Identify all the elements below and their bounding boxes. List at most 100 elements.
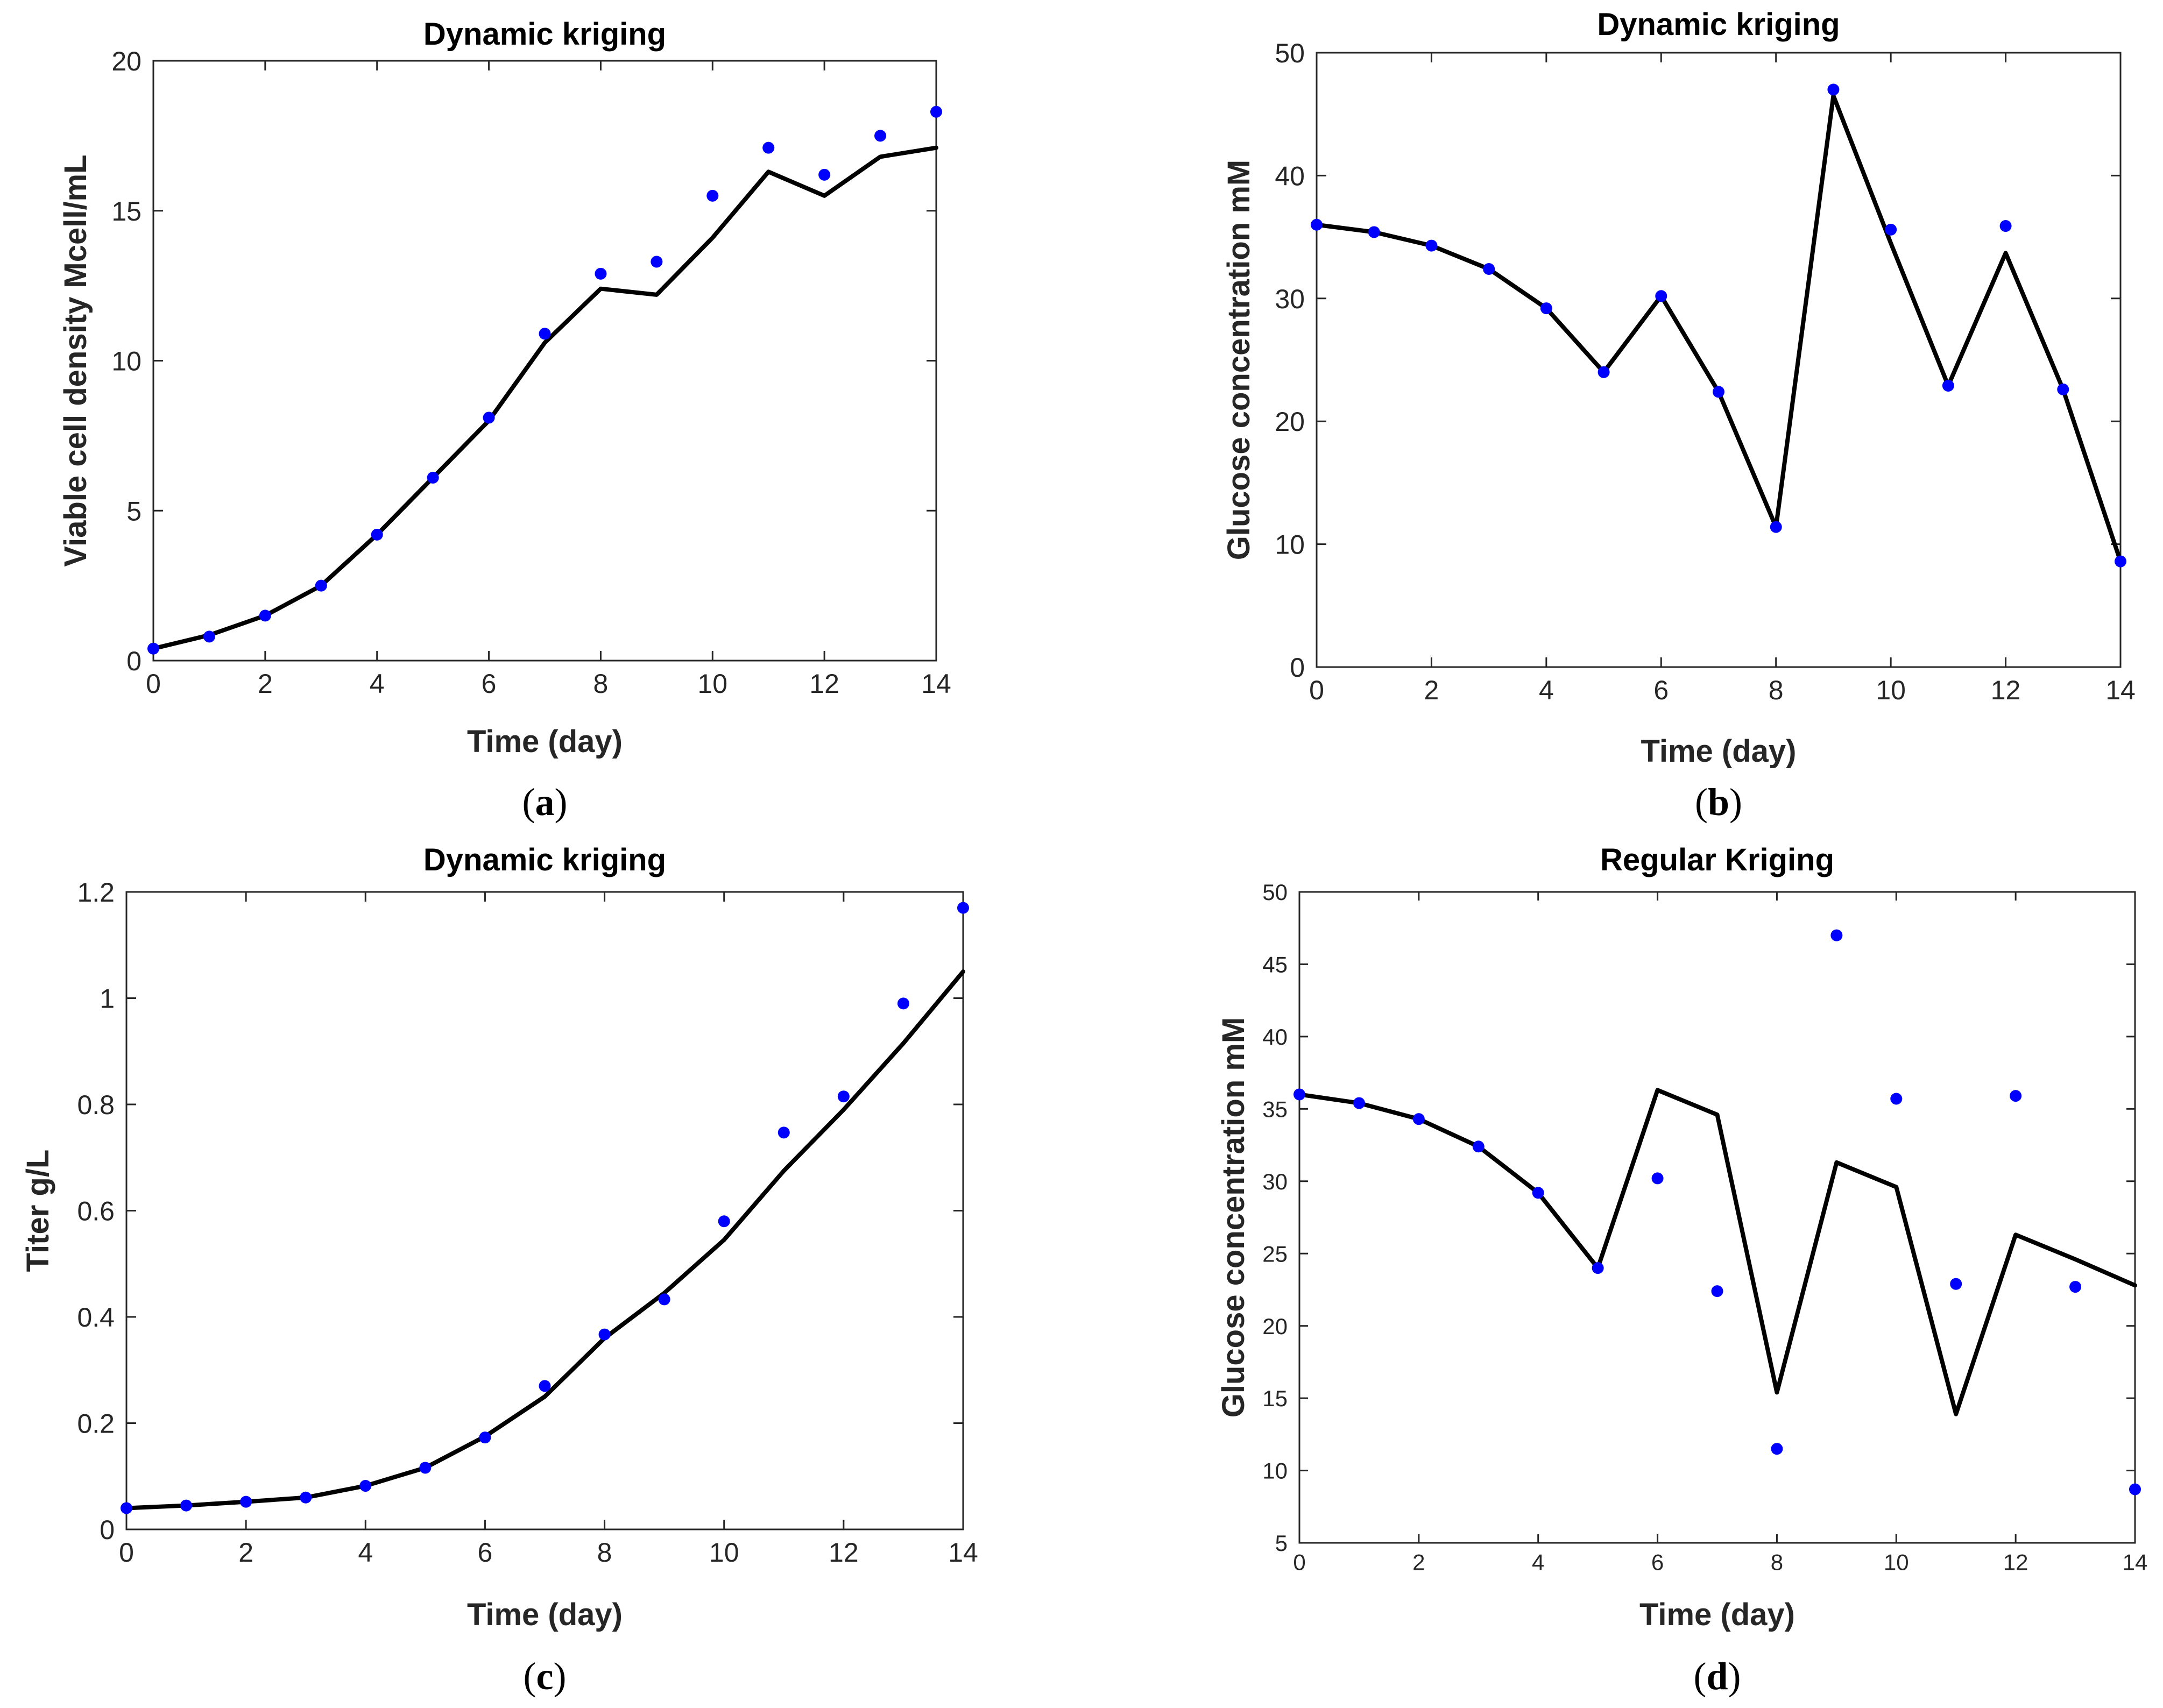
x-axis-label: Time (day) [467, 1597, 623, 1632]
data-point-observed [1950, 1278, 1962, 1290]
x-tick-label: 0 [1309, 675, 1324, 705]
y-tick-label: 20 [1275, 407, 1305, 437]
y-tick-label: 35 [1262, 1096, 1288, 1122]
y-tick-label: 5 [1275, 1530, 1288, 1556]
x-tick-label: 14 [948, 1537, 978, 1568]
series-line-model [151, 145, 938, 651]
y-tick-label: 1 [100, 984, 115, 1014]
panel-label: (d) [1693, 1655, 1741, 1698]
data-point-observed [1827, 83, 1840, 96]
data-point-observed [300, 1491, 312, 1504]
data-point-observed [1483, 263, 1495, 275]
data-point-observed [706, 189, 719, 202]
y-tick-label: 45 [1262, 952, 1288, 977]
panel-label: (a) [522, 781, 568, 824]
series-line-model [1297, 1088, 2137, 1416]
data-point-observed [315, 579, 327, 592]
data-point-observed [1885, 223, 1897, 236]
y-tick-label: 10 [1275, 530, 1305, 560]
data-point-observed [595, 267, 607, 280]
data-point-observed [539, 328, 551, 340]
data-point-observed [2069, 1281, 2082, 1293]
data-point-observed [957, 902, 969, 914]
x-tick-label: 2 [1424, 675, 1439, 705]
data-point-observed [1942, 379, 1954, 392]
x-tick-label: 8 [1769, 675, 1784, 705]
y-tick-label: 0.8 [77, 1090, 115, 1120]
x-tick-label: 8 [597, 1537, 612, 1568]
x-tick-label: 4 [1532, 1549, 1544, 1575]
data-point-observed [1425, 239, 1438, 252]
x-tick-label: 6 [482, 669, 497, 699]
y-tick-label: 50 [1275, 38, 1305, 68]
data-point-observed [371, 528, 383, 541]
x-tick-label: 0 [1293, 1549, 1305, 1575]
y-tick-label: 40 [1262, 1024, 1288, 1050]
x-tick-label: 2 [258, 669, 273, 699]
data-point-observed [419, 1462, 432, 1474]
data-point-observed [240, 1496, 252, 1508]
data-point-observed [718, 1215, 730, 1228]
data-point-observed [658, 1293, 670, 1306]
x-axis-label: Time (day) [1639, 1597, 1795, 1632]
y-tick-label: 0 [1290, 653, 1305, 683]
y-tick-label: 0.6 [77, 1196, 115, 1227]
chart-panel-c: 0 2 4 6 8 10 12 14 0 0.2 0.4 0.6 0.8 1 1.2 Dynamic krig… [20, 842, 978, 1698]
data-point-observed [1771, 1443, 1783, 1455]
series-line-model [124, 969, 965, 1511]
data-point-observed [1311, 218, 1323, 231]
data-point-observed [1412, 1113, 1425, 1125]
y-axis-label: Viable cell density Mcell/mL [58, 154, 93, 566]
y-tick-label: 20 [111, 46, 142, 76]
plot-area-frame [152, 60, 937, 662]
data-point-observed [427, 471, 439, 484]
y-tick-label: 0.4 [77, 1302, 115, 1333]
data-point-observed [1540, 302, 1552, 315]
x-tick-label: 10 [697, 669, 727, 699]
y-tick-label: 10 [1262, 1458, 1288, 1484]
chart-title: Dynamic kriging [1597, 7, 1840, 42]
data-point-observed [897, 997, 909, 1010]
x-tick-label: 0 [146, 669, 161, 699]
data-point-observed [180, 1499, 193, 1512]
chart-title: Dynamic kriging [423, 17, 666, 52]
plot-area-frame [1298, 891, 2136, 1544]
x-tick-label: 14 [2105, 675, 2136, 705]
y-tick-label: 0.2 [77, 1409, 115, 1439]
data-point-observed [1368, 226, 1380, 238]
x-tick-label: 10 [1884, 1549, 1909, 1575]
data-point-observed [1293, 1088, 1305, 1101]
data-point-observed [762, 141, 775, 154]
y-tick-label: 1.2 [77, 877, 115, 908]
y-tick-label: 5 [126, 496, 142, 526]
y-tick-label: 50 [1262, 880, 1288, 905]
y-tick-label: 0 [126, 646, 142, 676]
y-tick-label: 10 [111, 346, 142, 377]
x-tick-label: 2 [238, 1537, 253, 1568]
data-point-observed [2057, 383, 2069, 395]
plot-area-frame [125, 891, 964, 1530]
y-tick-label: 30 [1262, 1169, 1288, 1194]
chart-title: Dynamic kriging [423, 842, 666, 877]
x-tick-label: 4 [370, 669, 385, 699]
y-tick-label: 15 [1262, 1386, 1288, 1411]
x-axis-label: Time (day) [1641, 734, 1796, 769]
y-tick-label: 40 [1275, 161, 1305, 191]
data-point-observed [651, 256, 663, 268]
x-tick-label: 12 [2003, 1549, 2028, 1575]
data-point-observed [1592, 1262, 1604, 1274]
data-point-observed [359, 1480, 372, 1492]
data-point-observed [1651, 1172, 1664, 1185]
data-point-observed [539, 1380, 551, 1392]
chart-title: Regular Kriging [1600, 842, 1834, 877]
x-tick-label: 2 [1412, 1549, 1425, 1575]
panel-label: (c) [524, 1655, 567, 1698]
x-tick-label: 12 [829, 1537, 859, 1568]
data-point-observed [1713, 386, 1724, 398]
chart-panel-d: 0 2 4 6 8 10 12 14 5 10 15 20 25 30 35 40 45 50 Regular Kr… [1216, 842, 2147, 1698]
x-tick-label: 6 [1651, 1549, 1664, 1575]
panel-label: (b) [1695, 781, 1742, 824]
y-tick-label: 20 [1262, 1314, 1288, 1339]
x-tick-label: 14 [2123, 1549, 2148, 1575]
x-axis-label: Time (day) [467, 724, 623, 759]
